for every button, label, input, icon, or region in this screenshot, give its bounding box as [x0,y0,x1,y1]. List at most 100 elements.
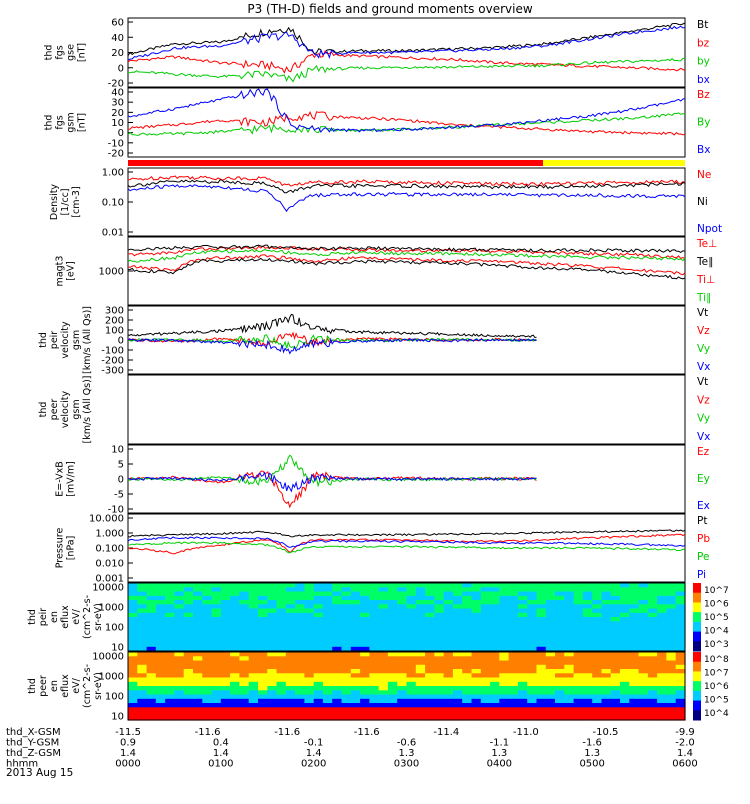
heatmap-cell [137,638,148,644]
heatmap-cell [304,660,315,666]
heatmap-cell [545,669,556,674]
heatmap-cell [341,652,352,657]
heatmap-cell [174,629,185,635]
heatmap-cell [211,634,222,639]
heatmap-cell [174,711,185,717]
heatmap-cell [155,711,166,717]
heatmap-cell [174,638,185,644]
legend-Vy: Vy [697,343,710,355]
heatmap-cell [666,617,677,622]
heatmap-cell [230,583,240,588]
heatmap-cell [573,703,584,708]
heatmap-cell [462,715,473,721]
heatmap-cell [443,629,454,635]
heatmap-cell [285,660,296,666]
heatmap-cell [258,604,268,610]
heatmap-cell [369,694,380,700]
heatmap-cell [406,600,417,605]
heatmap-cell [332,686,343,691]
heatmap-cell [322,621,333,627]
heatmap-cell [378,652,389,657]
heatmap-cell [304,711,315,717]
heatmap-cell [146,595,157,601]
heatmap-cell [434,690,445,696]
heatmap-cell [452,715,463,721]
heatmap-cell [183,686,194,691]
heatmap-cell [545,600,556,605]
heatmap-cell [146,703,157,708]
heatmap-cell [629,686,640,691]
heatmap-cell [490,629,500,635]
heatmap-cell [276,703,287,708]
series-line-Ne [127,175,686,187]
heatmap-cell [527,629,538,635]
colorbar-tick: 10^8 [704,655,729,665]
heatmap-cell [499,686,510,691]
heatmap-cell [415,664,426,670]
heatmap-cell [137,629,148,635]
heatmap-cell [499,652,510,657]
heatmap-cell [620,621,630,627]
heatmap-cell [128,634,138,639]
heatmap-cell [499,625,510,631]
heatmap-cell [258,660,268,666]
heatmap-cell [248,638,259,644]
heatmap-cell [155,617,166,622]
heatmap-cell [601,625,612,631]
heatmap-cell [304,707,315,713]
heatmap-cell [248,669,259,674]
heatmap-cell [573,583,584,588]
heatmap-cell [258,612,268,618]
heatmap-cell [480,664,491,670]
heatmap-cell [276,681,287,687]
heatmap-cell [137,625,148,631]
heatmap-cell [230,591,240,597]
heatmap-cell [128,664,138,670]
heatmap-cell [545,698,556,704]
heatmap-cell [508,604,519,610]
heatmap-cell [471,656,482,662]
heatmap-cell [545,690,556,696]
y-tick-label: -10 [108,138,124,149]
heatmap-cell [592,690,603,696]
heatmap-cell [592,621,603,627]
heatmap-cell [211,686,222,691]
heatmap-cell [239,583,250,588]
heatmap-cell [555,591,565,597]
heatmap-cell [397,656,408,662]
heatmap-cell [629,591,640,597]
heatmap-cell [378,677,389,683]
heatmap-cell [675,686,686,691]
heatmap-cell [295,698,305,704]
heatmap-cell [545,642,556,648]
heatmap-cell [155,669,166,674]
heatmap-cell [165,608,175,614]
heatmap-cell [230,698,240,704]
heatmap-cell [620,656,630,662]
heatmap-cell [146,673,157,679]
heatmap-cell [675,600,686,605]
heatmap-cell [174,634,185,639]
heatmap-cell [406,694,417,700]
heatmap-cell [629,617,640,622]
heatmap-cell [647,686,658,691]
heatmap-cell [480,656,491,662]
heatmap-cell [620,600,630,605]
heatmap-cell [322,625,333,631]
heatmap-cell [425,711,435,717]
heatmap-cell [545,703,556,708]
heatmap-cell [471,600,482,605]
heatmap-cell [490,715,500,721]
heatmap-cell [174,664,185,670]
heatmap-cell [155,690,166,696]
heatmap-cell [666,583,677,588]
x-tick-label: 0600 [672,759,697,770]
colorbar-tick: 10^3 [704,640,729,650]
y-tick-label: 1000 [99,267,124,278]
heatmap-cell [443,694,454,700]
heatmap-cell [350,617,361,622]
heatmap-cell [304,629,315,635]
heatmap-cell [499,634,510,639]
heatmap-cell [425,587,435,593]
heatmap-cell [480,677,491,683]
